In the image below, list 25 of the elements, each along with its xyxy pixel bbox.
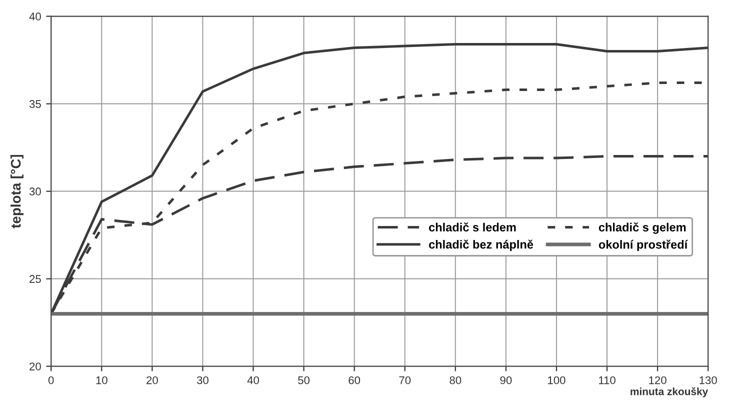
y-axis-title: teplota [°C]: [10, 154, 24, 228]
legend-label: chladič s gelem: [598, 222, 686, 234]
x-tick-label: 10: [96, 376, 108, 384]
legend-label: okolní prostředí: [598, 240, 688, 252]
x-axis-title: minuta zkoušky: [630, 387, 708, 398]
legend-label: chladič bez náplně: [428, 240, 534, 251]
x-tick-label: 30: [196, 376, 208, 384]
x-tick-label: 110: [599, 376, 616, 384]
y-tick-label: 35: [29, 100, 41, 108]
x-tick-label: 0: [48, 376, 54, 384]
x-tick-label: 50: [298, 376, 310, 384]
x-tick-label: 130: [700, 376, 717, 384]
x-tick-label: 80: [450, 376, 462, 384]
x-tick-label: 120: [649, 376, 666, 384]
x-tick-label: 90: [500, 376, 512, 384]
x-tick-label: 70: [399, 376, 411, 384]
x-tick-label: 60: [348, 376, 360, 384]
y-tick-label: 25: [30, 275, 41, 283]
x-tick-label: 20: [146, 376, 158, 384]
y-tick-label: 40: [29, 12, 41, 20]
y-tick-label: 20: [30, 362, 41, 370]
x-tick-label: 100: [548, 376, 566, 384]
legend-label: chladič s ledem: [428, 222, 516, 232]
y-tick-label: 30: [29, 188, 41, 196]
x-tick-label: 40: [247, 376, 259, 384]
